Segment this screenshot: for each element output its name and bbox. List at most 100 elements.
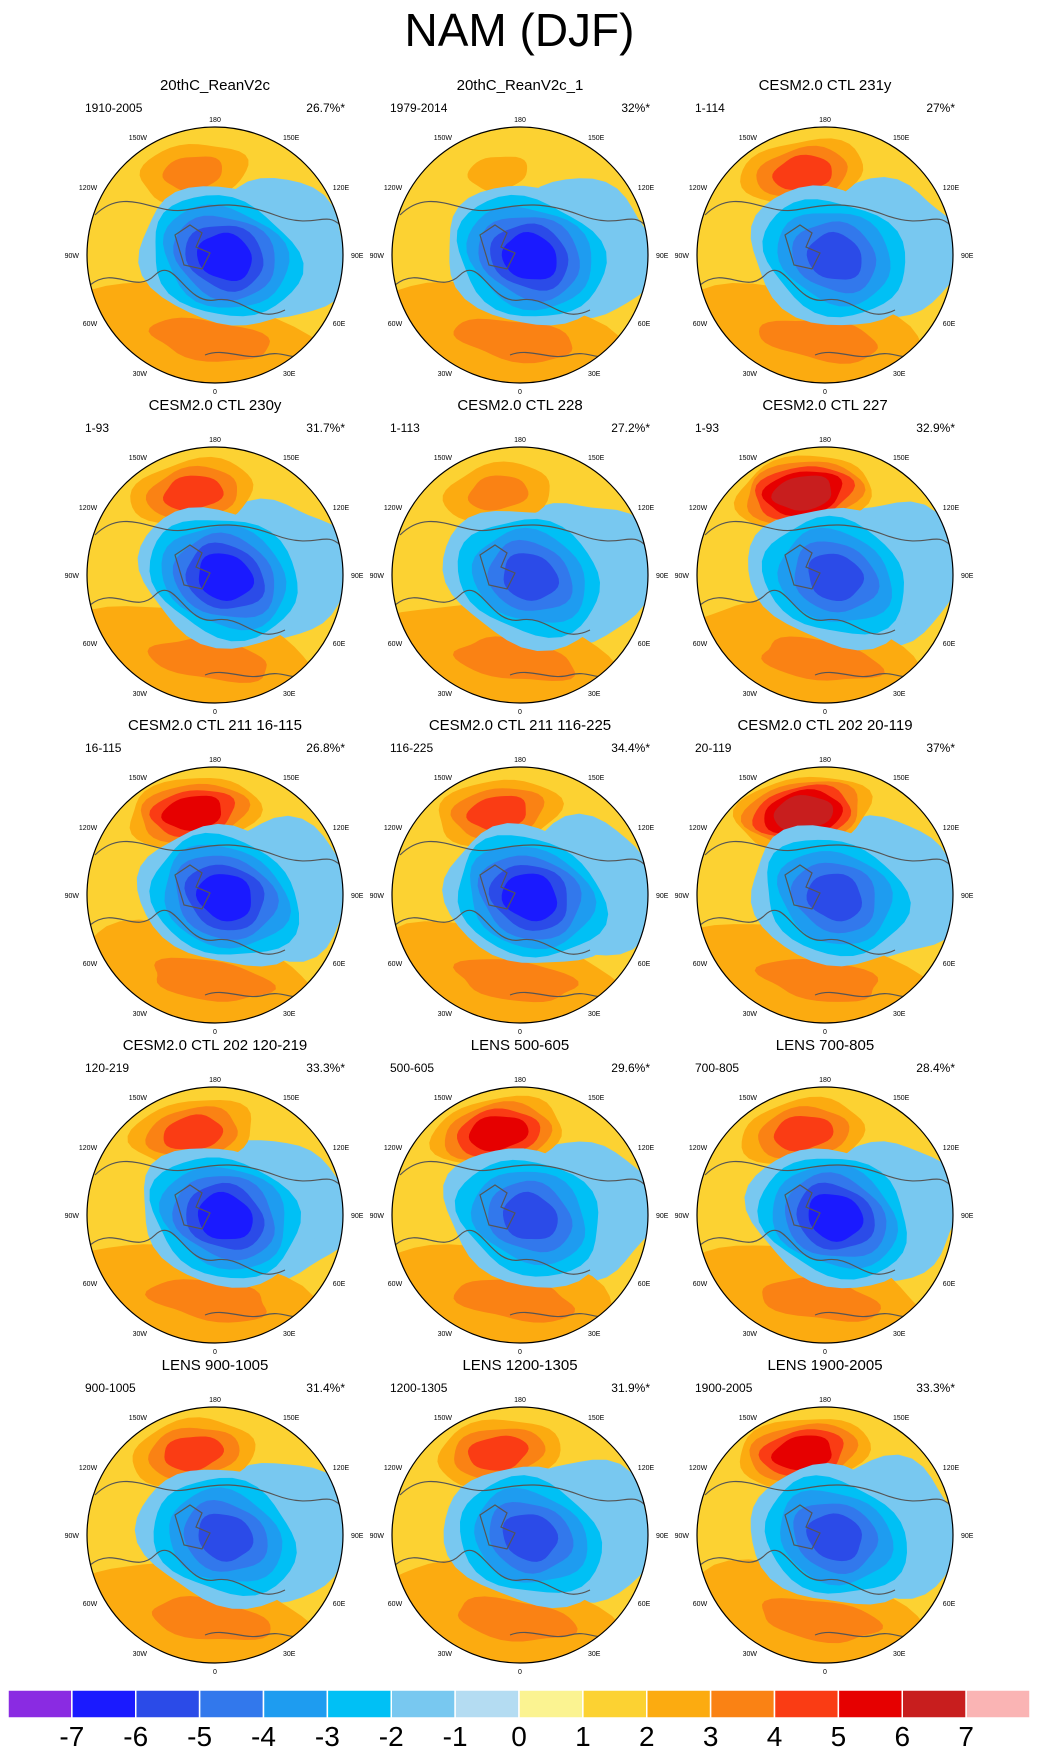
atlantic-lobe-level <box>151 1596 271 1640</box>
map-fill <box>392 1407 648 1663</box>
coastlines <box>89 1480 341 1638</box>
coastline <box>704 200 951 226</box>
longitude-label: 90W <box>675 893 690 900</box>
panel-variance: 28.4%* <box>916 1061 955 1075</box>
longitude-label: 60E <box>638 961 651 968</box>
longitude-label: 30W <box>743 691 758 698</box>
coastlines <box>394 520 646 678</box>
panel-years: 1979-2014 <box>390 101 448 115</box>
longitude-label: 60E <box>943 1601 956 1608</box>
map-fill <box>87 767 343 1023</box>
longitude-label: 180 <box>209 117 221 124</box>
longitude-label: 30E <box>893 1331 906 1338</box>
pacific-lobe-level <box>164 1436 224 1472</box>
map-boundary <box>86 446 344 704</box>
longitude-label: 150E <box>283 1095 300 1102</box>
panel-title: LENS 1200-1305 <box>462 1357 577 1374</box>
longitude-label: 120E <box>638 185 655 192</box>
pacific-lobe-level <box>773 1116 834 1152</box>
longitude-label: 120E <box>943 1465 960 1472</box>
coastline <box>784 1184 821 1230</box>
longitude-label: 0 <box>213 389 217 396</box>
colorbar-tick-label: -6 <box>123 1721 148 1752</box>
polar-core-level <box>501 232 557 280</box>
map-panel: 180 150E 120E 90E 60E 30E 0 30W 60W 90W 120W 150W CE… <box>675 397 974 716</box>
panel-years: 1-93 <box>85 421 109 435</box>
longitude-label: 0 <box>213 1669 217 1676</box>
longitude-label: 60W <box>388 1601 403 1608</box>
longitude-label: 90E <box>351 1533 364 1540</box>
map-boundary <box>391 766 649 1024</box>
map-boundary <box>696 126 954 384</box>
panel-variance: 27%* <box>926 101 955 115</box>
longitude-label: 60W <box>83 321 98 328</box>
colorbar-swatch <box>326 1689 392 1719</box>
map-panel: 180 150E 120E 90E 60E 30E 0 30W 60W 90W 120W 150W CE… <box>675 77 974 396</box>
colorbar-tick-label: -2 <box>379 1721 404 1752</box>
longitude-label: 120W <box>79 505 98 512</box>
coastline <box>784 864 821 910</box>
longitude-label: 90E <box>656 573 669 580</box>
longitude-label: 90E <box>656 1213 669 1220</box>
panel-variance: 31.7%* <box>306 421 345 435</box>
longitude-label: 30W <box>133 1011 148 1018</box>
coastline <box>704 1480 951 1506</box>
atlantic-lobe-level <box>145 1279 267 1323</box>
map-boundary <box>391 1086 649 1344</box>
panel-title: LENS 900-1005 <box>162 1357 269 1374</box>
longitude-label: 60E <box>333 641 346 648</box>
colorbar-swatch <box>7 1689 73 1719</box>
atlantic-lobe-level <box>754 959 879 1002</box>
longitude-label: 0 <box>823 1669 827 1676</box>
longitude-label: 90E <box>351 1213 364 1220</box>
longitude-label: 150E <box>893 775 910 782</box>
coastline <box>704 520 951 546</box>
coastline <box>479 1184 516 1230</box>
panel-years: 1-114 <box>695 101 725 115</box>
map-fill <box>87 1407 343 1663</box>
panel-title: CESM2.0 CTL 230y <box>149 397 282 414</box>
coastline <box>94 1160 341 1186</box>
coastline <box>704 1160 951 1186</box>
coastline <box>479 544 516 590</box>
panel-years: 16-115 <box>85 741 122 755</box>
longitude-label: 120W <box>384 1465 403 1472</box>
longitude-label: 90W <box>65 573 80 580</box>
longitude-label: 120W <box>79 1145 98 1152</box>
coastline <box>699 589 896 635</box>
longitude-label: 180 <box>514 117 526 124</box>
panel-variance: 31.9%* <box>611 1381 650 1395</box>
coastline <box>399 840 646 866</box>
atlantic-lobe-level <box>762 1598 883 1644</box>
longitude-label: 30W <box>133 691 148 698</box>
panel-title: CESM2.0 CTL 202 20-119 <box>737 717 912 734</box>
longitude-label: 180 <box>819 117 831 124</box>
longitude-label: 120W <box>384 825 403 832</box>
longitude-label: 90W <box>675 1213 690 1220</box>
map-boundary <box>86 766 344 1024</box>
pacific-lobe-level <box>772 154 832 190</box>
map-panel: 180 150E 120E 90E 60E 30E 0 30W 60W 90W 120W 150W 20… <box>65 77 364 396</box>
longitude-label: 0 <box>518 389 522 396</box>
polar-core-level <box>806 1513 862 1562</box>
longitude-label: 90E <box>656 893 669 900</box>
colorbar-tick-label: 3 <box>703 1721 719 1752</box>
colorbar-swatch <box>837 1689 903 1719</box>
colorbar-tick-label: 5 <box>831 1721 847 1752</box>
longitude-label: 30E <box>893 1011 906 1018</box>
map-fill <box>697 127 953 383</box>
panel-years: 500-605 <box>390 1061 434 1075</box>
longitude-label: 60E <box>943 961 956 968</box>
longitude-label: 120W <box>689 1145 708 1152</box>
coastlines <box>699 1160 951 1318</box>
longitude-label: 30E <box>893 371 906 378</box>
longitude-label: 120W <box>689 1465 708 1472</box>
atlantic-lobe-level <box>761 636 885 681</box>
longitude-label: 150E <box>893 1415 910 1422</box>
map-panel: 180 150E 120E 90E 60E 30E 0 30W 60W 90W 120W 150W CE… <box>370 397 669 716</box>
longitude-label: 150W <box>129 455 148 462</box>
longitude-label: 150E <box>283 775 300 782</box>
longitude-label: 180 <box>514 1397 526 1404</box>
longitude-label: 120E <box>333 185 350 192</box>
colorbar-tick-label: 7 <box>958 1721 974 1752</box>
